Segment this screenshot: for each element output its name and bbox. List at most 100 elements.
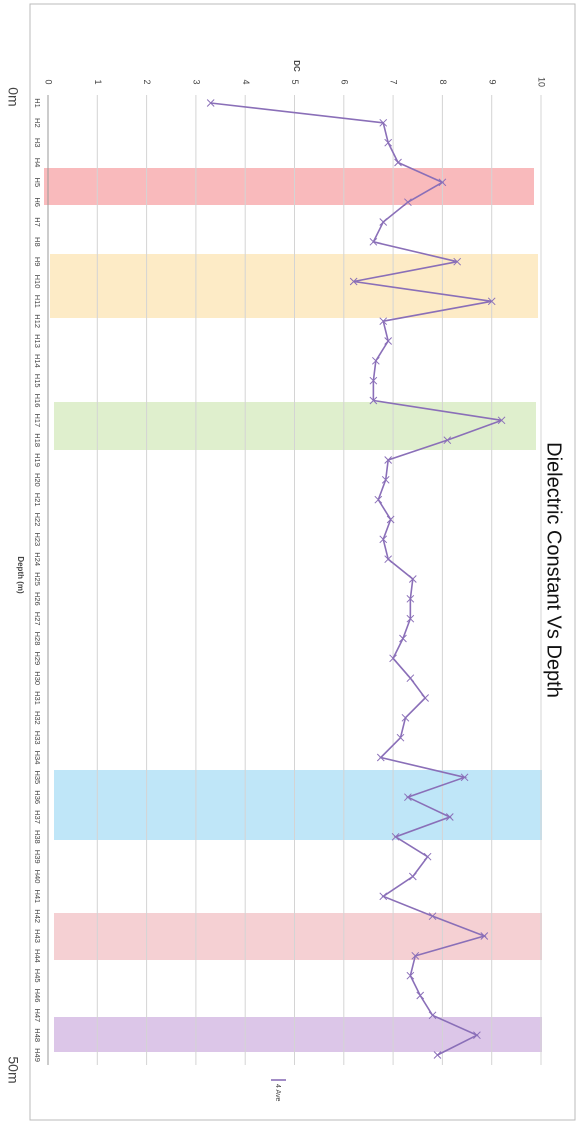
x-tick-label: H18 [33, 433, 42, 447]
data-point [473, 1031, 481, 1040]
x-tick-label: H30 [33, 671, 42, 685]
chart-title: Dielectric Constant Vs Depth [543, 442, 565, 698]
x-tick-label: H27 [33, 612, 42, 626]
data-point [445, 813, 454, 821]
x-tick-label: H33 [33, 731, 42, 745]
x-tick-label: H45 [33, 969, 42, 983]
x-tick-label: H36 [33, 790, 42, 804]
data-point [394, 158, 402, 167]
data-point [379, 892, 388, 901]
x-tick-label: H41 [33, 889, 42, 903]
data-point [391, 832, 400, 841]
data-point [438, 178, 447, 187]
x-tick-label: H38 [33, 830, 42, 844]
x-tick-label: H1 [33, 98, 42, 108]
data-point [433, 1051, 442, 1059]
data-point [349, 277, 358, 286]
x-tick-label: H48 [33, 1028, 42, 1042]
data-point [428, 1011, 437, 1020]
annotation: 0m [5, 87, 21, 106]
data-point [497, 416, 506, 425]
x-tick-label: H2 [33, 118, 42, 128]
data-point [384, 138, 393, 147]
x-tick-label: H40 [33, 870, 42, 884]
y-tick-label: 6 [339, 79, 349, 84]
x-tick-label: H32 [33, 711, 42, 725]
x-tick-label: H14 [33, 354, 42, 368]
data-point [406, 594, 415, 603]
highlight-band [54, 913, 542, 960]
x-tick-label: H21 [33, 493, 42, 507]
highlight-band [54, 1017, 542, 1052]
data-point [371, 356, 380, 365]
x-axis-label: Depth (m) [16, 556, 25, 594]
x-tick-label: H49 [33, 1048, 42, 1062]
y-tick-label: 9 [487, 79, 497, 84]
x-tick-label: H4 [33, 158, 42, 168]
y-tick-label: 3 [192, 79, 202, 84]
y-tick-label: 7 [389, 79, 399, 84]
data-point [404, 198, 412, 207]
data-point [386, 515, 395, 524]
x-tick-label: H47 [33, 1008, 42, 1022]
data-point [379, 535, 388, 544]
data-point [487, 297, 496, 306]
data-point [399, 634, 407, 643]
data-point [369, 376, 378, 385]
y-tick-label: 10 [537, 77, 547, 87]
x-tick-label: H6 [33, 197, 42, 207]
y-tick-label: 8 [438, 79, 448, 84]
data-point [379, 218, 388, 226]
x-tick-label: H34 [33, 751, 42, 765]
data-point [421, 694, 429, 702]
data-point [369, 396, 378, 405]
x-tick-label: H5 [33, 178, 42, 188]
data-point [384, 555, 393, 564]
data-point [389, 654, 397, 663]
data-point [411, 951, 420, 960]
x-tick-label: H35 [33, 770, 42, 784]
data-point [406, 971, 415, 980]
x-tick-label: H22 [33, 513, 42, 527]
x-tick-label: H13 [33, 334, 42, 348]
x-tick-label: H25 [33, 572, 42, 586]
x-tick-label: H28 [33, 632, 42, 646]
legend-label: 4 Ave [274, 1084, 281, 1101]
x-tick-label: H37 [33, 810, 42, 824]
data-point [416, 991, 425, 1000]
data-point [453, 257, 462, 266]
annotation: 50m [5, 1056, 21, 1083]
x-tick-label: H44 [33, 949, 42, 963]
x-tick-label: H23 [33, 532, 42, 546]
data-point [396, 733, 405, 742]
data-point [369, 237, 378, 246]
y-tick-label: 4 [241, 79, 251, 84]
y-tick-label: 0 [44, 79, 54, 84]
data-point [408, 575, 417, 583]
data-point [404, 793, 412, 802]
x-tick-label: H8 [33, 237, 42, 247]
x-tick-label: H24 [33, 552, 42, 566]
data-point [379, 317, 388, 326]
data-point [428, 912, 437, 921]
data-point [460, 773, 469, 782]
data-point [423, 852, 432, 861]
data-point [406, 674, 415, 683]
y-tick-label: 1 [93, 79, 103, 84]
x-tick-label: H10 [33, 275, 42, 289]
x-tick-label: H31 [33, 691, 42, 705]
x-tick-label: H20 [33, 473, 42, 487]
data-point [408, 872, 417, 881]
x-tick-label: H7 [33, 217, 42, 227]
data-point [381, 475, 390, 484]
y-tick-label: 2 [142, 79, 152, 84]
x-tick-label: H12 [33, 314, 42, 328]
data-point [401, 713, 410, 722]
x-tick-label: H29 [33, 651, 42, 665]
x-tick-label: H19 [33, 453, 42, 467]
highlight-band [54, 770, 542, 840]
x-tick-label: H17 [33, 413, 42, 427]
data-point [384, 337, 393, 345]
x-tick-label: H11 [33, 295, 42, 308]
y-axis-label: DC [292, 60, 301, 72]
